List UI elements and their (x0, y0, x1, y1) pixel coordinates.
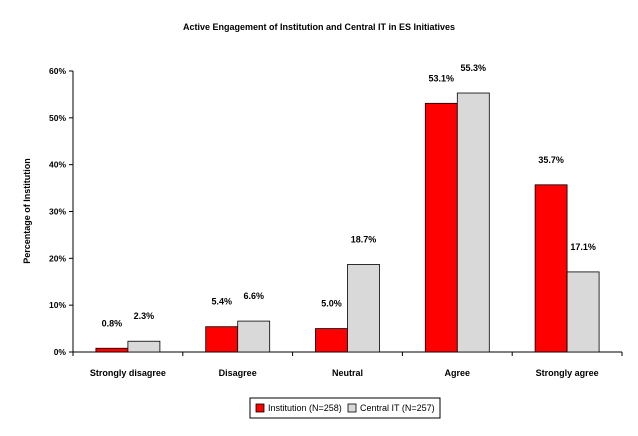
data-label: 5.0% (321, 299, 342, 309)
y-axis-label: Percentage of Institution (22, 158, 32, 264)
legend: Institution (N=258) Central IT (N=257) (249, 397, 441, 419)
data-label: 35.7% (538, 155, 564, 165)
x-tick-label: Neutral (332, 368, 363, 378)
bar-institution (424, 102, 458, 353)
data-label: 53.1% (429, 73, 455, 83)
x-tick-label: Disagree (219, 368, 257, 378)
bar-central-it (237, 320, 271, 353)
y-tick-label: 10% (49, 300, 66, 310)
bar-central-it (566, 271, 600, 353)
y-tick-label: 20% (49, 253, 66, 263)
legend-label: Central IT (N=257) (360, 403, 435, 413)
data-label: 55.3% (461, 63, 487, 73)
x-tick-label: Agree (445, 368, 471, 378)
legend-box (249, 397, 441, 419)
legend-swatch (347, 403, 357, 413)
bar-institution (534, 184, 568, 353)
bar-institution (205, 326, 239, 353)
bar-institution (315, 328, 348, 353)
y-tick-label: 30% (49, 207, 66, 217)
legend-swatch (255, 403, 265, 413)
data-label: 17.1% (570, 242, 596, 252)
data-label: 2.3% (134, 311, 155, 321)
bar-central-it (456, 92, 490, 353)
bar-central-it (127, 340, 161, 353)
chart-title: Active Engagement of Institution and Cen… (183, 22, 455, 32)
y-tick-label: 40% (49, 160, 66, 170)
y-tick-label: 0% (54, 347, 67, 357)
bar-central-it (347, 264, 380, 353)
y-tick-label: 50% (49, 113, 66, 123)
data-label: 18.7% (351, 234, 377, 244)
plot-area: 0% 10% 20% 30% 40% 50% 60% Strongly disagree 0.8… (49, 63, 623, 378)
data-label: 5.4% (211, 297, 232, 307)
data-label: 6.6% (243, 291, 264, 301)
legend-label: Institution (N=258) (268, 403, 342, 413)
bar-institution (95, 347, 129, 353)
y-tick-label: 60% (49, 66, 66, 76)
data-label: 0.8% (102, 318, 123, 328)
x-tick-label: Strongly disagree (90, 368, 166, 378)
x-tick-label: Strongly agree (536, 368, 599, 378)
